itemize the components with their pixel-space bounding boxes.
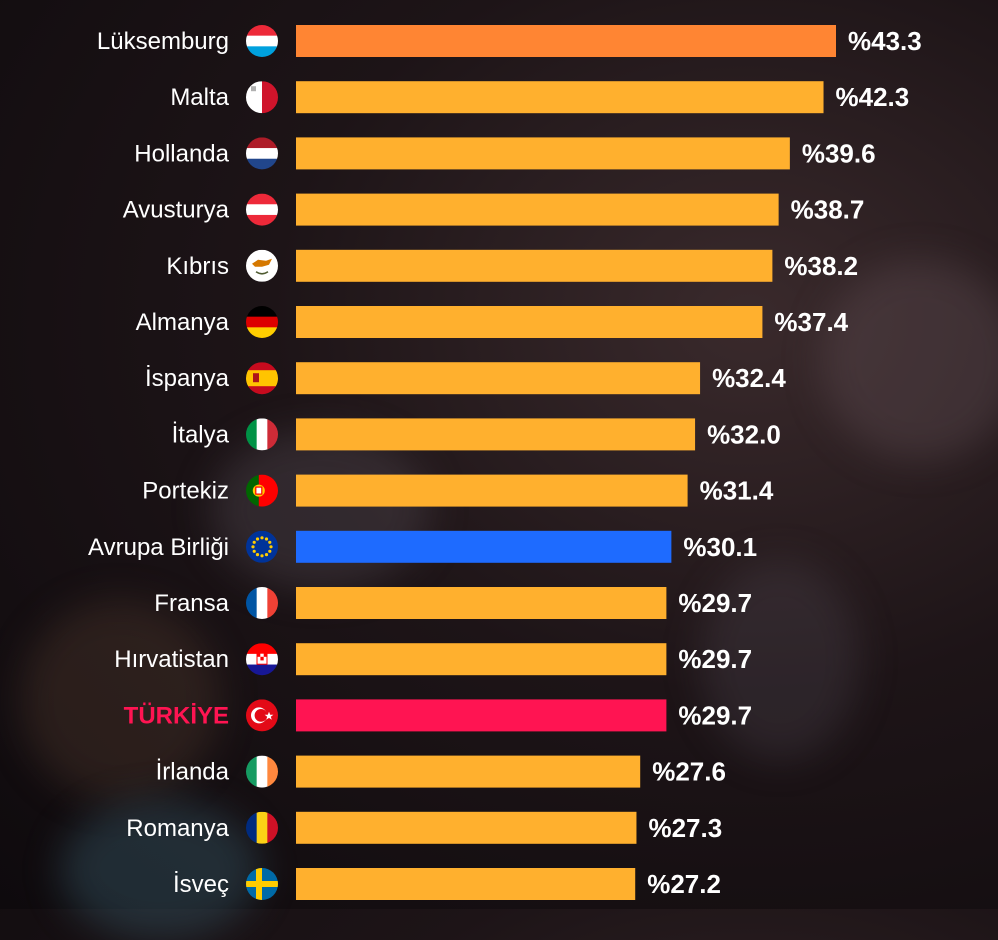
- bar: [296, 362, 701, 395]
- luxembourg-flag-icon: [246, 25, 278, 57]
- country-label: Hollanda: [134, 140, 229, 167]
- bar-row: Portekiz %31.4: [142, 474, 774, 507]
- bar: [296, 81, 824, 114]
- bar: [296, 249, 773, 282]
- value-label: %29.7: [678, 588, 752, 618]
- bar-row: Fransa %29.7: [154, 587, 752, 619]
- value-label: %43.3: [848, 26, 922, 56]
- value-label: %27.6: [652, 757, 726, 787]
- bar: [296, 306, 763, 338]
- country-label: Avusturya: [123, 197, 230, 224]
- bar-row: Hollanda %39.6: [134, 137, 876, 170]
- bar-row: İsveç %27.2: [173, 868, 721, 900]
- netherlands-flag-icon: [246, 137, 278, 170]
- value-label: %32.4: [712, 363, 786, 393]
- bar: [296, 418, 696, 451]
- country-label: Romanya: [126, 815, 229, 842]
- country-label: TÜRKİYE: [124, 702, 229, 729]
- bar-row: Romanya %27.3: [126, 811, 722, 844]
- ireland-flag-icon: [246, 755, 278, 788]
- country-label: Lüksemburg: [97, 28, 229, 55]
- bar: [296, 474, 688, 507]
- bar-row: İtalya %32.0: [172, 418, 781, 451]
- bar-row: TÜRKİYE %29.7: [124, 699, 752, 732]
- turkey-flag-icon: [246, 699, 278, 732]
- value-label: %27.3: [648, 813, 722, 843]
- bar-row: Malta %42.3: [170, 81, 910, 114]
- italy-flag-icon: [246, 418, 278, 451]
- country-label: Hırvatistan: [114, 646, 229, 673]
- value-label: %32.0: [707, 419, 781, 449]
- eu-flag-icon: [246, 530, 278, 563]
- bar: [296, 530, 672, 563]
- cyprus-flag-icon: [246, 249, 278, 282]
- bar: [296, 755, 641, 788]
- bar-row: Almanya %37.4: [136, 306, 849, 338]
- bar: [296, 699, 667, 732]
- bar: [296, 193, 779, 226]
- bar-chart: Lüksemburg %43.3 Malta %42.3 Hollanda %39.6 Av…: [88, 25, 922, 900]
- malta-flag-icon: [246, 81, 278, 114]
- bar-row: Hırvatistan %29.7: [114, 643, 752, 676]
- austria-flag-icon: [246, 193, 278, 226]
- bar-row: İspanya %32.4: [145, 362, 786, 395]
- bar: [296, 643, 667, 676]
- croatia-flag-icon: [246, 643, 278, 676]
- value-label: %39.6: [802, 138, 876, 168]
- germany-flag-icon: [246, 306, 278, 338]
- country-label: Fransa: [154, 590, 229, 617]
- value-label: %38.7: [791, 195, 865, 225]
- bar: [296, 811, 637, 844]
- bar-row: İrlanda %27.6: [156, 755, 726, 788]
- bar-row: Avrupa Birliği %30.1: [88, 530, 757, 563]
- france-flag-icon: [246, 587, 278, 619]
- bar-row: Kıbrıs %38.2: [166, 249, 858, 282]
- bar-row: Lüksemburg %43.3: [97, 25, 922, 57]
- value-label: %30.1: [683, 532, 757, 562]
- value-label: %31.4: [700, 476, 774, 506]
- bar: [296, 137, 790, 170]
- value-label: %27.2: [647, 869, 721, 899]
- bar: [296, 25, 836, 57]
- value-label: %42.3: [836, 82, 910, 112]
- country-label: Malta: [170, 84, 229, 111]
- portugal-flag-icon: [246, 474, 278, 507]
- value-label: %38.2: [784, 251, 858, 281]
- romania-flag-icon: [246, 811, 278, 844]
- value-label: %29.7: [678, 644, 752, 674]
- bar: [296, 587, 667, 619]
- country-label: Portekiz: [142, 478, 229, 505]
- country-label: İtalya: [172, 421, 230, 448]
- country-label: Kıbrıs: [166, 253, 229, 280]
- value-label: %29.7: [678, 700, 752, 730]
- country-label: Avrupa Birliği: [88, 534, 229, 561]
- spain-flag-icon: [246, 362, 278, 395]
- value-label: %37.4: [774, 307, 848, 337]
- bar-row: Avusturya %38.7: [123, 193, 865, 226]
- bar: [296, 868, 636, 900]
- country-label: İsveç: [173, 871, 229, 898]
- country-label: Almanya: [136, 309, 230, 336]
- sweden-flag-icon: [246, 868, 278, 900]
- country-label: İrlanda: [156, 759, 230, 786]
- country-label: İspanya: [145, 365, 230, 392]
